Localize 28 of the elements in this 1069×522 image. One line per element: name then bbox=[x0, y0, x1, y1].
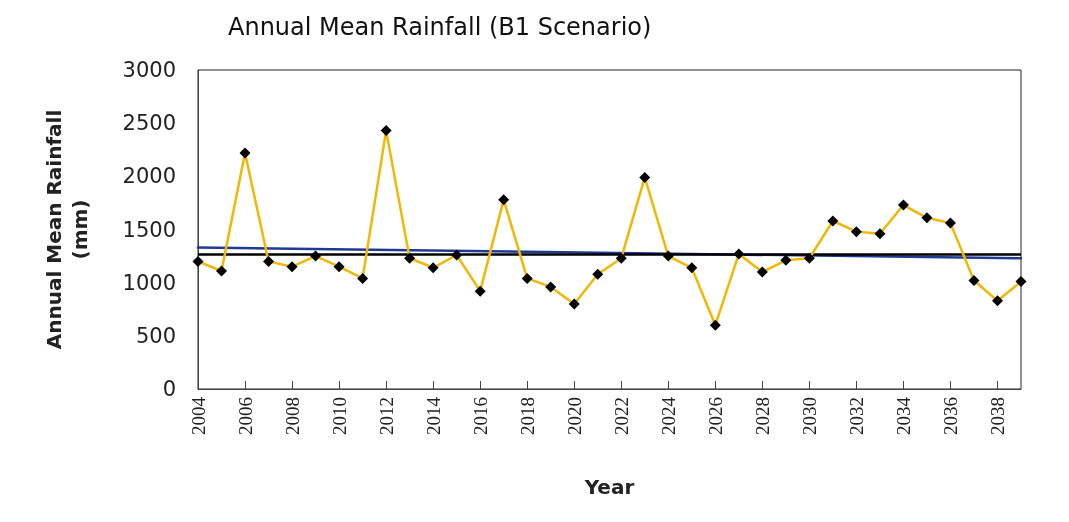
y-tick-label: 500 bbox=[135, 323, 176, 348]
y-tick-label: 2000 bbox=[122, 164, 176, 189]
x-tick-label: 2034 bbox=[892, 396, 914, 435]
x-tick-label: 2004 bbox=[187, 396, 209, 435]
x-tick-label: 2028 bbox=[751, 397, 773, 435]
x-tick-label: 2030 bbox=[798, 397, 820, 435]
x-tick-label: 2016 bbox=[469, 397, 491, 435]
x-tick-label: 2012 bbox=[375, 397, 397, 435]
x-tick-label: 2020 bbox=[563, 397, 585, 435]
x-tick-label: 2032 bbox=[845, 397, 867, 435]
y-axis-title: Annual Mean Rainfall (mm) bbox=[42, 109, 92, 350]
chart-title: Annual Mean Rainfall (B1 Scenario) bbox=[228, 13, 652, 41]
y-tick-label: 1000 bbox=[122, 270, 176, 295]
x-tick-label: 2026 bbox=[704, 397, 726, 435]
x-tick-label: 2022 bbox=[610, 397, 632, 435]
y-tick-label: 1500 bbox=[122, 217, 176, 242]
x-tick-label: 2024 bbox=[657, 396, 679, 435]
x-tick-label: 2036 bbox=[939, 397, 961, 435]
y-tick-label: 3000 bbox=[122, 58, 176, 82]
y-tick-label: 2500 bbox=[122, 111, 176, 136]
x-axis-title: Year bbox=[583, 475, 635, 499]
x-tick-label: 2010 bbox=[328, 397, 350, 435]
x-tick-label: 2038 bbox=[986, 397, 1008, 435]
x-tick-label: 2018 bbox=[516, 397, 538, 435]
y-tick-label: 0 bbox=[162, 377, 176, 401]
x-tick-label: 2008 bbox=[281, 397, 303, 435]
x-tick-label: 2006 bbox=[234, 397, 256, 435]
x-tick-label: 2014 bbox=[422, 396, 444, 435]
